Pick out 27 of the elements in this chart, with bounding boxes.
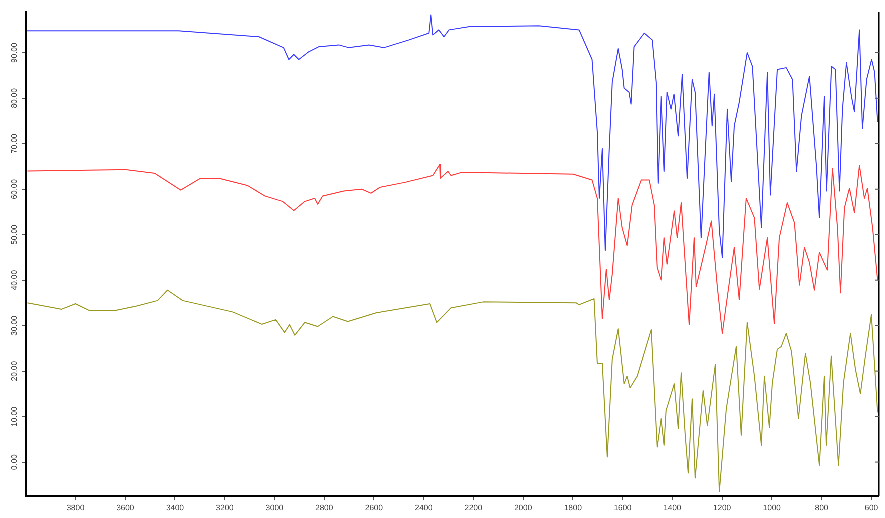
x-tick-label: 2800 (316, 503, 334, 512)
y-tick-label: 70.00 (10, 133, 20, 154)
y-tick-label: 40.00 (10, 270, 20, 290)
x-tick-label: 2400 (415, 503, 434, 512)
y-tick-label: 90.00 (10, 42, 20, 63)
x-tick-label: 600 (864, 503, 879, 512)
x-tick-label: 3200 (216, 503, 234, 512)
x-tick-label: 1600 (614, 503, 632, 512)
x-tick-label: 2000 (514, 503, 533, 512)
y-tick-label: 60.00 (10, 178, 20, 200)
x-tick-label: 1800 (564, 503, 583, 512)
x-tick-label: 2200 (464, 503, 484, 512)
y-tick-label: 0.00 (10, 454, 20, 470)
x-tick-label: 3400 (166, 503, 185, 512)
y-tick-label: 80.00 (10, 88, 20, 108)
x-tick-label: 1000 (763, 503, 782, 512)
y-tick-label: 30.00 (10, 315, 20, 336)
x-tick-label: 3600 (116, 503, 135, 512)
y-tick-label: 20.00 (10, 360, 20, 382)
x-tick-label: 2600 (365, 503, 384, 512)
x-tick-label: 800 (815, 503, 830, 512)
x-tick-label: 3800 (66, 503, 86, 512)
y-tick-label: 10.00 (10, 406, 20, 427)
x-tick-label: 1400 (664, 503, 682, 512)
x-tick-label: 3000 (266, 503, 284, 512)
x-tick-label: 1200 (713, 503, 732, 512)
y-tick-label: 50.00 (10, 224, 20, 245)
